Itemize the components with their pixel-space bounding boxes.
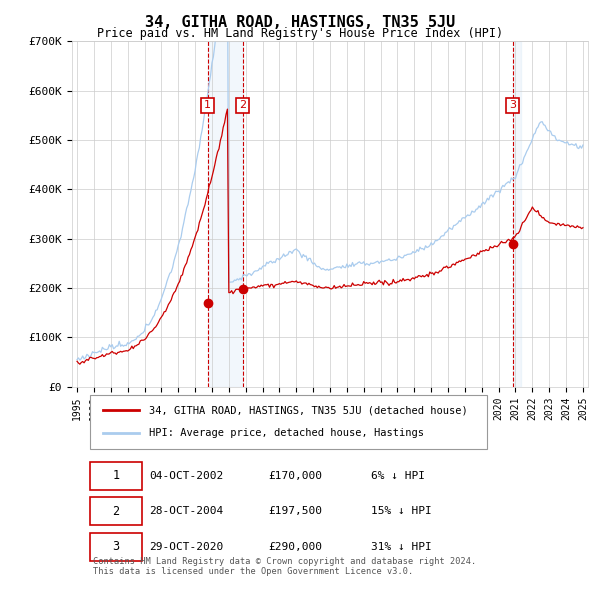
Text: Price paid vs. HM Land Registry's House Price Index (HPI): Price paid vs. HM Land Registry's House … [97, 27, 503, 40]
Text: 6% ↓ HPI: 6% ↓ HPI [371, 471, 425, 481]
Text: 15% ↓ HPI: 15% ↓ HPI [371, 506, 432, 516]
Text: 34, GITHA ROAD, HASTINGS, TN35 5JU: 34, GITHA ROAD, HASTINGS, TN35 5JU [145, 15, 455, 30]
Text: 31% ↓ HPI: 31% ↓ HPI [371, 542, 432, 552]
Bar [512, 41, 521, 387]
Text: 34, GITHA ROAD, HASTINGS, TN35 5JU (detached house): 34, GITHA ROAD, HASTINGS, TN35 5JU (deta… [149, 405, 468, 415]
FancyBboxPatch shape [90, 462, 142, 490]
Text: £197,500: £197,500 [268, 506, 322, 516]
Text: 2: 2 [239, 100, 247, 110]
Bar [208, 41, 243, 387]
Text: 04-OCT-2002: 04-OCT-2002 [149, 471, 224, 481]
Text: 3: 3 [509, 100, 516, 110]
Text: 28-OCT-2004: 28-OCT-2004 [149, 506, 224, 516]
Text: 1: 1 [204, 100, 211, 110]
Text: 2: 2 [112, 504, 119, 517]
Text: 3: 3 [112, 540, 119, 553]
Text: £170,000: £170,000 [268, 471, 322, 481]
FancyBboxPatch shape [90, 497, 142, 525]
FancyBboxPatch shape [90, 395, 487, 449]
Text: Contains HM Land Registry data © Crown copyright and database right 2024.
This d: Contains HM Land Registry data © Crown c… [92, 557, 476, 576]
Text: 1: 1 [112, 470, 119, 483]
Text: 29-OCT-2020: 29-OCT-2020 [149, 542, 224, 552]
Text: HPI: Average price, detached house, Hastings: HPI: Average price, detached house, Hast… [149, 428, 424, 438]
Text: £290,000: £290,000 [268, 542, 322, 552]
FancyBboxPatch shape [90, 533, 142, 560]
